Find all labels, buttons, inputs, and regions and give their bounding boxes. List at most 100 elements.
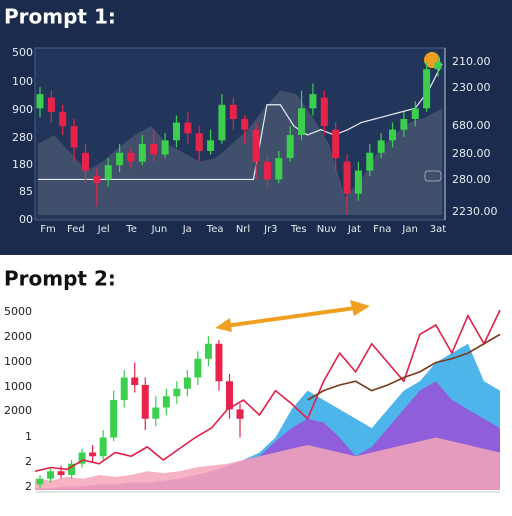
y-label: 900 (12, 103, 33, 116)
candle-body (263, 161, 271, 180)
x-label: Jan (401, 224, 417, 235)
x-label: Fm (40, 224, 56, 235)
arrow (215, 300, 370, 332)
x-label: Ja (182, 224, 192, 235)
candle-body (354, 170, 362, 194)
candle-body (47, 471, 55, 479)
candle-body (138, 143, 146, 162)
y-label: 1000 (4, 380, 32, 393)
x-label: Jat (347, 224, 361, 235)
candle-body (78, 452, 86, 464)
candle-body (127, 152, 135, 162)
candle-body (218, 104, 226, 141)
candle-body (104, 165, 112, 180)
y2-label: 210.00 (452, 55, 491, 68)
x-label: Nrl (236, 224, 250, 235)
candle-body (389, 129, 397, 141)
candle-body (162, 396, 170, 408)
y-label: 280 (12, 131, 33, 144)
candle-body (195, 133, 203, 151)
y-label: 5000 (4, 305, 32, 318)
x-label: Te (125, 224, 137, 235)
candle-body (173, 388, 181, 397)
candle-body (241, 119, 249, 130)
candle-body (110, 400, 118, 438)
candle-body (286, 135, 294, 159)
candle-body (343, 161, 351, 194)
y2-label: 230.00 (452, 81, 491, 94)
line (307, 333, 501, 401)
y-label: 2 (25, 455, 32, 468)
candle-body (89, 452, 97, 457)
x-label: Tea (206, 224, 224, 235)
candle-body (183, 377, 191, 389)
candle-body (207, 140, 215, 151)
candle-body (366, 152, 374, 171)
y-label: 500 (12, 46, 33, 59)
y-label: 85 (19, 185, 33, 198)
candle-body (332, 129, 340, 159)
candle-body (81, 152, 89, 171)
candle-body (150, 143, 158, 155)
y2-label: 280.00 (452, 147, 491, 160)
candle-body (161, 140, 169, 155)
x-label: Tes (290, 224, 307, 235)
y-label: 1000 (4, 355, 32, 368)
candle-body (309, 94, 317, 109)
candle-body (93, 175, 101, 183)
candle-body (36, 478, 44, 485)
x-label: Fed (67, 224, 85, 235)
candle-body (377, 140, 385, 153)
candle-body (59, 111, 67, 127)
candle-body (298, 108, 306, 135)
candle-body (275, 158, 283, 180)
y-label: 2 (25, 480, 32, 493)
candle-body (99, 437, 107, 457)
candle-body (47, 97, 55, 112)
area (38, 90, 442, 215)
y-label: 2000 (4, 404, 32, 417)
candle-body (68, 463, 76, 475)
candle-body (36, 94, 44, 109)
candle-body (236, 409, 244, 419)
candle-body (229, 104, 237, 119)
candle-body (225, 381, 233, 410)
y-label: 180 (12, 158, 33, 171)
candle-body (57, 471, 65, 475)
y2-label: 280.00 (452, 173, 491, 186)
x-label: Jr3 (263, 224, 277, 235)
line (34, 309, 501, 473)
candle-body (204, 343, 212, 359)
candle-body (434, 62, 442, 70)
y-label: 1 (25, 430, 32, 443)
x-label: Nuv (317, 224, 337, 235)
candle-body (70, 126, 78, 148)
candle-body (120, 377, 128, 400)
x-label: 3at (430, 224, 446, 235)
y-label: 2000 (4, 330, 32, 343)
y2-label: 2230.00 (452, 205, 498, 218)
y-label: 00 (19, 213, 33, 226)
candle-body (215, 343, 223, 382)
candle-body (131, 377, 139, 385)
area (35, 437, 500, 490)
candle-body (252, 129, 260, 162)
panel-title: Prompt 1: (4, 5, 116, 29)
candle-body (194, 358, 202, 378)
candle-body (423, 69, 431, 109)
x-label: Fna (373, 224, 391, 235)
y-label: 100 (12, 75, 33, 88)
candle-body (184, 122, 192, 134)
candle-body (411, 108, 419, 119)
candle-body (141, 385, 149, 419)
candle-body (320, 97, 328, 127)
candle-body (400, 119, 408, 130)
panel-title: Prompt 2: (4, 267, 116, 291)
x-label: Jun (151, 224, 168, 235)
y2-label: 680.00 (452, 119, 491, 132)
candle-body (152, 407, 160, 419)
candle-body (172, 122, 180, 141)
candle-body (116, 152, 124, 166)
